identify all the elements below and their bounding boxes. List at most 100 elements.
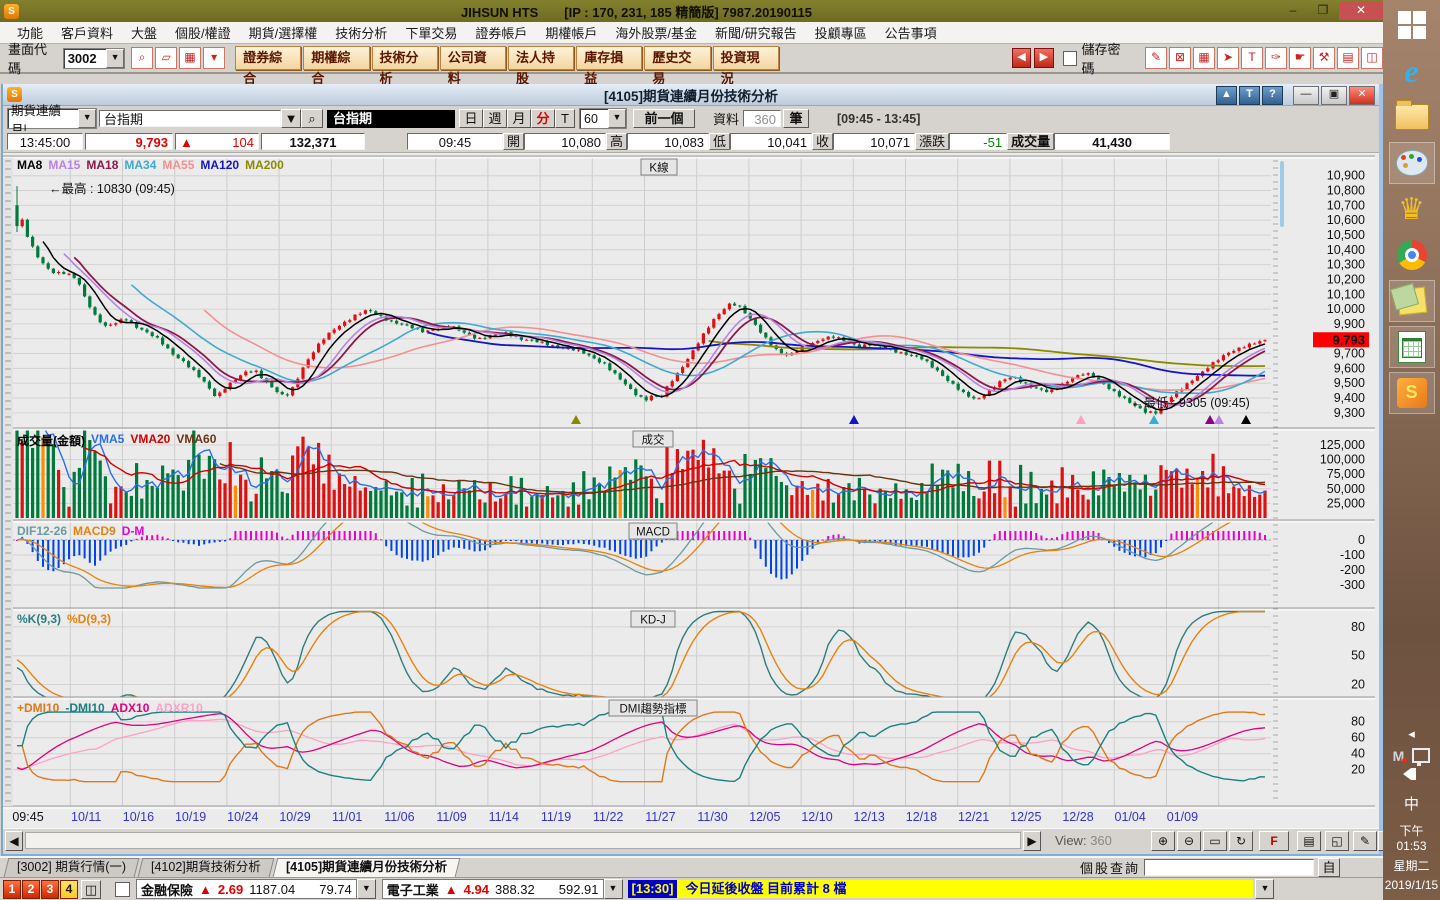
cancel-box-icon[interactable]: ⊠ [1169,47,1191,69]
draw-icon[interactable]: ✎ [1353,831,1377,851]
status-num-button-3[interactable]: 3 [41,879,59,899]
save-password-checkbox[interactable] [1062,50,1077,66]
quick-button-2[interactable]: 技術分析 [371,46,438,86]
symbol-dropdown-button[interactable]: ▼ [281,109,301,128]
menu-item-7[interactable]: 證券帳戶 [475,26,528,41]
status-num-button-4[interactable]: 4 [60,879,78,899]
close-button[interactable]: ✕ [1339,2,1383,20]
paint-icon[interactable] [1388,142,1435,184]
pin-top-button[interactable]: ▲ [1216,86,1237,105]
refresh-icon[interactable]: ↻ [1229,831,1253,851]
help-button[interactable]: ? [1262,86,1283,105]
sector-dropdown-button[interactable]: ▼ [356,879,376,899]
scrollbar-track[interactable] [25,832,1021,849]
interval-combo[interactable]: 60 ▼ [579,108,627,129]
save-icon[interactable]: ▦ [1193,47,1215,69]
zoom-out-icon[interactable]: ⊖ [1177,831,1201,851]
menu-item-2[interactable]: 大盤 [131,26,158,41]
forward-arrow-button[interactable]: ▶ [1034,48,1054,68]
network-icon[interactable] [1412,748,1431,766]
period-button-分[interactable]: 分 [531,109,555,128]
menu-item-1[interactable]: 客戶資料 [61,26,114,41]
search-icon[interactable]: ⌕ [131,47,154,69]
menu-item-12[interactable]: 公告事項 [884,26,937,41]
quick-button-4[interactable]: 法人持股 [507,46,575,86]
symbol-input[interactable]: 台指期 [99,110,281,127]
previous-button[interactable]: 前一個 [633,109,695,128]
panel-icon[interactable]: ◱ [1325,831,1349,851]
zoom-area-icon[interactable]: ▭ [1203,831,1227,851]
calc-icon[interactable] [1388,326,1435,368]
chevron-down-icon[interactable]: ▼ [106,48,125,68]
quick-button-0[interactable]: 證券綜合 [235,46,302,86]
chess-icon[interactable]: ♛ [1398,192,1425,226]
screen-code-combo[interactable]: 3002 ▼ [62,47,126,69]
sticky-notes-icon[interactable] [1388,280,1435,322]
text-icon[interactable]: T [1241,47,1263,69]
lock-icon[interactable]: ◫ [81,879,101,899]
copy-icon[interactable]: ▤ [1297,831,1321,851]
quick-button-3[interactable]: 公司資料 [439,46,506,86]
chart-restore-button[interactable]: ▣ [1321,86,1347,105]
unit-button[interactable]: 筆 [783,109,810,128]
pencil-icon[interactable]: ✎ [1145,47,1167,69]
quick-button-6[interactable]: 歷史交易 [644,46,711,86]
menu-item-4[interactable]: 期貨/選擇權 [248,26,318,41]
menu-item-8[interactable]: 期權帳戶 [545,26,598,41]
layout-icon[interactable]: ◫ [1361,47,1383,69]
tab-1[interactable]: [4102]期貨技術分析 [137,858,275,877]
text-tool-button[interactable]: T [1239,86,1260,105]
status-num-button-2[interactable]: 2 [22,879,40,899]
stock-query-input[interactable] [1144,859,1315,876]
menu-item-11[interactable]: 投顧專區 [814,26,867,41]
period-button-T[interactable]: T [555,109,575,128]
menu-item-10[interactable]: 新聞/研究報告 [714,26,797,41]
folder-icon[interactable]: ▱ [155,47,178,69]
auto-button[interactable]: 自 [1318,858,1341,877]
minimize-button[interactable]: – [1289,3,1297,17]
chart-close-button[interactable]: ✕ [1349,86,1375,105]
wrench-icon[interactable]: ⚒ [1313,47,1335,69]
chevron-down-icon[interactable]: ▼ [608,109,626,128]
tab-0[interactable]: [3002] 期貨行情(一) [3,858,140,877]
period-button-週[interactable]: 週 [483,109,507,128]
chart-region[interactable]: 10,900 10,800 10,700 10,600 10,500 10,400 10,3… [3,153,1379,828]
ime-indicator[interactable]: 中 [1403,796,1419,813]
menu-item-6[interactable]: 下單交易 [405,26,458,41]
quick-button-5[interactable]: 庫存損益 [576,46,643,86]
chevron-down-icon[interactable]: ▼ [78,109,96,128]
period-button-日[interactable]: 日 [459,109,483,128]
mcafee-icon[interactable]: M [1393,748,1408,764]
quick-button-7[interactable]: 投資現況 [712,46,779,86]
scroll-right-button[interactable]: ▶ [1023,831,1041,851]
menu-item-3[interactable]: 個股/權證 [175,26,231,41]
file-explorer-icon[interactable] [1389,96,1435,138]
period-button-月[interactable]: 月 [507,109,531,128]
status-num-button-1[interactable]: 1 [3,879,21,899]
bars-input[interactable]: 360 [743,110,782,127]
search-icon[interactable]: ⌕ [301,109,323,128]
scroll-left-button[interactable]: ◀ [5,831,23,851]
menu-item-0[interactable]: 功能 [17,26,44,41]
indicator-f-icon[interactable]: F [1259,831,1289,851]
tray-chevron-icon[interactable]: ◂ [1408,726,1415,741]
menu-item-5[interactable]: 技術分析 [335,26,388,41]
dropdown-icon[interactable]: ▾ [203,47,226,69]
clock-time[interactable]: 下午 01:53 [1396,824,1427,853]
sector-dropdown-button[interactable]: ▼ [603,879,623,899]
tab-2[interactable]: [4105]期貨連續月份技術分析 [272,858,461,877]
save-icon[interactable]: ▦ [179,47,202,69]
jihsun-hts-icon[interactable]: S [1388,372,1435,414]
ie-icon[interactable]: e [1404,52,1419,89]
menu-item-9[interactable]: 海外股票/基金 [615,26,697,41]
chrome-icon[interactable] [1389,234,1435,276]
edit-note-icon[interactable]: ✑ [1265,47,1287,69]
chart-minimize-button[interactable]: — [1293,86,1319,105]
contract-combo[interactable]: 期貨連續月| ▼ [7,104,97,137]
windows-logo-icon[interactable] [1389,4,1435,46]
speaker-icon[interactable] [1397,768,1416,783]
status-checkbox[interactable] [115,881,130,897]
back-arrow-button[interactable]: ◀ [1011,48,1032,68]
hand-icon[interactable]: ☛ [1289,47,1311,69]
restore-button[interactable]: ❐ [1317,3,1329,17]
